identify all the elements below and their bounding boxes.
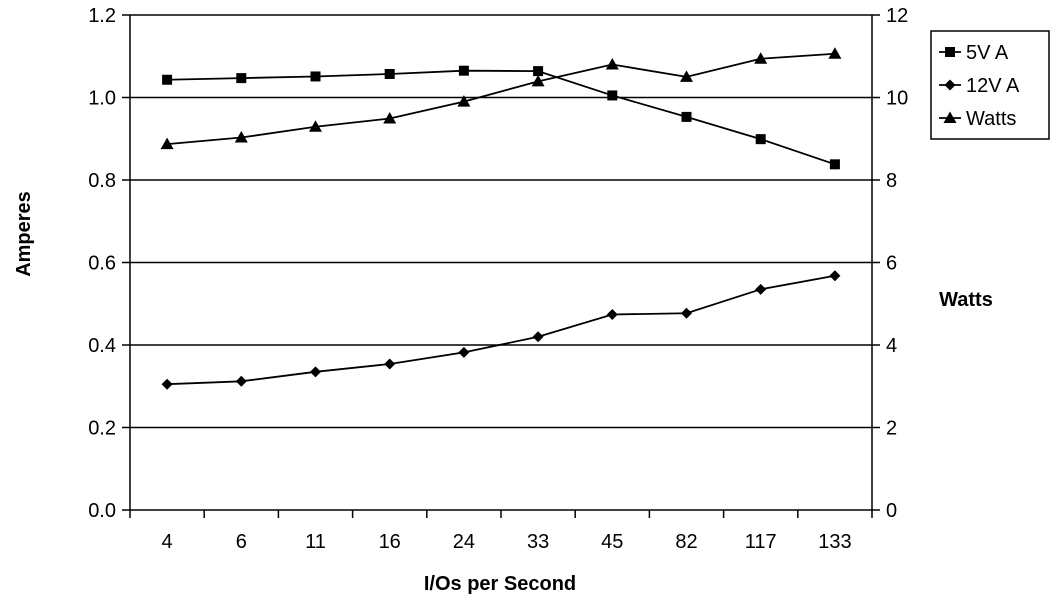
legend-item-watts: Watts xyxy=(939,108,1016,130)
data-point-watts xyxy=(383,112,397,124)
series-line-watts xyxy=(167,52,835,146)
y2-tick-label: 4 xyxy=(886,335,897,357)
data-point-12v-a xyxy=(755,283,767,295)
y-tick-label: 1.0 xyxy=(88,88,116,110)
y-axis-title: Amperes xyxy=(13,191,35,277)
grid-lines xyxy=(130,96,872,429)
series-12v-a xyxy=(161,270,841,390)
y-tick-label: 0.6 xyxy=(88,253,116,275)
y2-tick-label: 2 xyxy=(886,418,897,440)
data-point-watts xyxy=(234,131,248,143)
legend-item-5v-a: 5V A xyxy=(939,42,1009,64)
y-tick-label: 1.2 xyxy=(88,5,116,27)
data-point-5v-a xyxy=(829,159,840,170)
data-point-5v-a xyxy=(755,134,766,145)
y-tick-label: 0.2 xyxy=(88,418,116,440)
x-tick-label: 82 xyxy=(675,531,697,553)
data-point-5v-a xyxy=(533,66,544,77)
x-tick-label: 33 xyxy=(527,531,549,553)
data-point-12v-a xyxy=(384,358,396,370)
data-point-5v-a xyxy=(162,74,173,85)
data-point-12v-a xyxy=(458,346,470,358)
x-tick-label: 16 xyxy=(379,531,401,553)
y2-tick-label: 6 xyxy=(886,253,897,275)
data-point-watts xyxy=(828,47,842,59)
legend-marker-watts xyxy=(943,111,957,123)
legend: 5V A 12V A Watts xyxy=(930,30,1050,140)
data-point-12v-a xyxy=(161,378,173,390)
legend-label-12v-a: 12V A xyxy=(966,75,1020,97)
y2-tick-label: 8 xyxy=(886,170,897,192)
x-tick-label: 4 xyxy=(162,531,173,553)
x-tick-label: 133 xyxy=(818,531,851,553)
x-tick-label: 11 xyxy=(305,531,326,553)
legend-marker-12v-a xyxy=(944,79,956,91)
data-point-5v-a xyxy=(236,73,247,84)
data-point-12v-a xyxy=(235,375,247,387)
legend-marker-5v-a xyxy=(945,47,955,57)
x-tick-label: 117 xyxy=(745,531,777,553)
legend-item-12v-a: 12V A xyxy=(939,75,1020,97)
x-tick-label: 24 xyxy=(453,531,475,553)
data-point-watts xyxy=(531,74,545,87)
y-tick-label: 0.4 xyxy=(88,335,116,357)
data-point-watts xyxy=(605,58,619,70)
data-point-12v-a xyxy=(310,366,321,378)
y2-tick-label: 12 xyxy=(886,5,908,27)
data-point-watts xyxy=(754,52,768,64)
data-point-watts xyxy=(680,70,693,82)
y2-tick-label: 0 xyxy=(886,500,897,522)
data-point-watts xyxy=(457,95,471,107)
x-tick-label: 45 xyxy=(601,531,623,553)
series xyxy=(160,47,842,390)
data-point-12v-a xyxy=(532,331,544,343)
data-point-12v-a xyxy=(681,307,692,319)
series-watts xyxy=(160,47,842,150)
series-line-12v-a xyxy=(167,274,836,386)
y-tick-label: 0.8 xyxy=(88,170,116,192)
data-point-12v-a xyxy=(829,270,841,282)
y2-axis-title: Watts xyxy=(939,289,993,311)
legend-label-watts: Watts xyxy=(966,108,1016,130)
legend-label-5v-a: 5V A xyxy=(966,42,1009,64)
y-tick-label: 0.0 xyxy=(88,500,116,522)
x-axis-title: I/Os per Second xyxy=(424,573,576,595)
data-point-12v-a xyxy=(606,308,618,320)
data-point-5v-a xyxy=(681,111,692,122)
data-point-5v-a xyxy=(607,90,618,101)
series-line-5v-a xyxy=(167,69,836,166)
data-point-5v-a xyxy=(384,68,395,79)
data-point-5v-a xyxy=(310,71,321,82)
data-point-watts xyxy=(160,137,174,150)
data-point-5v-a xyxy=(458,65,469,76)
y2-tick-label: 10 xyxy=(886,88,908,110)
x-tick-label: 6 xyxy=(236,531,247,553)
series-5v-a xyxy=(162,65,840,170)
axes xyxy=(122,14,880,518)
data-point-watts xyxy=(309,120,322,132)
